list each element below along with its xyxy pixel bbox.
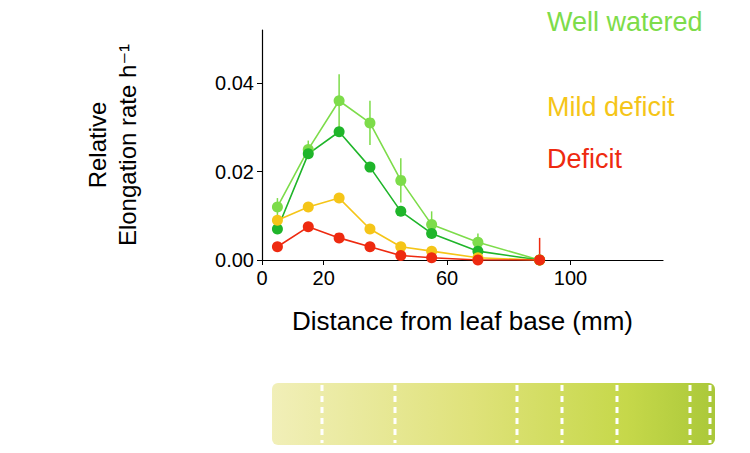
svg-text:0: 0 xyxy=(256,267,267,289)
svg-text:100: 100 xyxy=(554,267,587,289)
svg-text:0.02: 0.02 xyxy=(215,161,254,183)
svg-text:Mild deficit: Mild deficit xyxy=(547,92,675,122)
svg-text:0.00: 0.00 xyxy=(215,249,254,271)
svg-text:Well watered: Well watered xyxy=(547,7,703,37)
svg-text:Relative: Relative xyxy=(84,102,111,189)
svg-text:60: 60 xyxy=(436,267,458,289)
svg-text:Distance from leaf base (mm): Distance from leaf base (mm) xyxy=(292,306,633,336)
svg-text:20: 20 xyxy=(313,267,335,289)
svg-text:Elongation rate h⁻¹: Elongation rate h⁻¹ xyxy=(114,44,141,246)
svg-text:Deficit: Deficit xyxy=(547,144,623,174)
svg-text:0.04: 0.04 xyxy=(215,72,254,94)
